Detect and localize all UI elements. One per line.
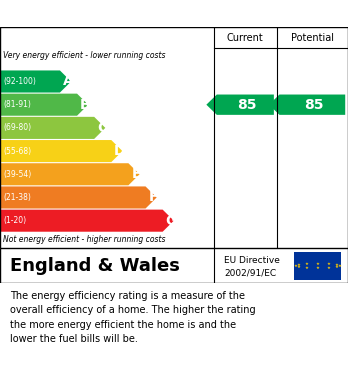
Polygon shape bbox=[0, 117, 105, 139]
Text: C: C bbox=[97, 121, 108, 135]
Polygon shape bbox=[0, 140, 122, 162]
Text: Potential: Potential bbox=[291, 33, 334, 43]
Text: ★: ★ bbox=[316, 266, 319, 270]
Text: Current: Current bbox=[227, 33, 264, 43]
Text: (21-38): (21-38) bbox=[3, 193, 31, 202]
Text: E: E bbox=[132, 167, 142, 181]
Polygon shape bbox=[206, 95, 274, 115]
Text: (39-54): (39-54) bbox=[3, 170, 32, 179]
Text: Energy Efficiency Rating: Energy Efficiency Rating bbox=[10, 6, 221, 21]
Polygon shape bbox=[0, 70, 71, 93]
Text: G: G bbox=[165, 213, 177, 228]
Text: ★: ★ bbox=[334, 263, 338, 267]
Polygon shape bbox=[0, 163, 140, 185]
Text: Very energy efficient - lower running costs: Very energy efficient - lower running co… bbox=[3, 50, 166, 59]
Text: B: B bbox=[80, 98, 91, 112]
Text: ★: ★ bbox=[334, 265, 338, 269]
Text: ★: ★ bbox=[337, 264, 341, 268]
Polygon shape bbox=[0, 187, 157, 208]
Polygon shape bbox=[269, 95, 345, 115]
Bar bbox=[294, 252, 341, 280]
Text: ★: ★ bbox=[305, 265, 309, 269]
Text: England & Wales: England & Wales bbox=[10, 257, 180, 275]
Text: D: D bbox=[114, 144, 125, 158]
Text: ★: ★ bbox=[305, 262, 309, 266]
Text: (1-20): (1-20) bbox=[3, 216, 26, 225]
Text: (92-100): (92-100) bbox=[3, 77, 36, 86]
Polygon shape bbox=[0, 93, 88, 116]
Text: (81-91): (81-91) bbox=[3, 100, 31, 109]
Text: ★: ★ bbox=[326, 262, 330, 266]
Text: ★: ★ bbox=[297, 263, 301, 267]
Text: 85: 85 bbox=[304, 98, 324, 112]
Text: ★: ★ bbox=[326, 265, 330, 269]
Polygon shape bbox=[0, 210, 174, 232]
Text: ★: ★ bbox=[297, 265, 301, 269]
Text: (55-68): (55-68) bbox=[3, 147, 32, 156]
Text: F: F bbox=[149, 190, 159, 204]
Text: ★: ★ bbox=[294, 264, 298, 268]
Text: Not energy efficient - higher running costs: Not energy efficient - higher running co… bbox=[3, 235, 166, 244]
Text: 2002/91/EC: 2002/91/EC bbox=[224, 268, 277, 278]
Text: EU Directive: EU Directive bbox=[224, 256, 280, 265]
Text: 85: 85 bbox=[237, 98, 256, 112]
Text: The energy efficiency rating is a measure of the
overall efficiency of a home. T: The energy efficiency rating is a measur… bbox=[10, 291, 256, 344]
Text: (69-80): (69-80) bbox=[3, 124, 32, 133]
Text: A: A bbox=[63, 75, 74, 88]
Text: ★: ★ bbox=[316, 262, 319, 266]
